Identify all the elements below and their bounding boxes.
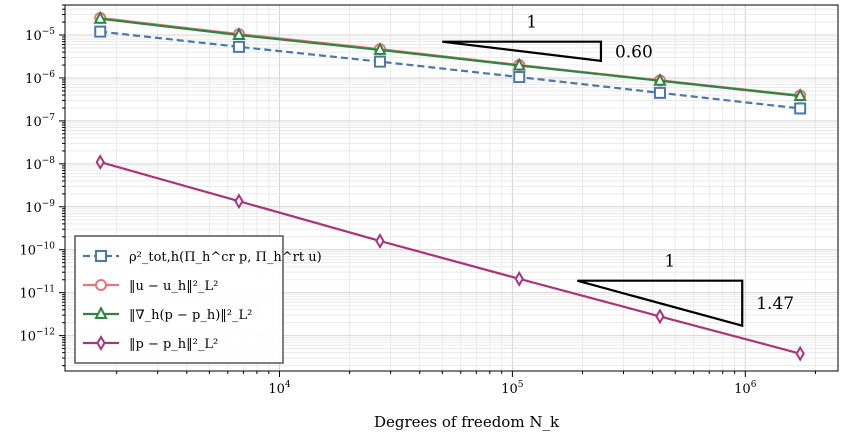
y-tick-label: 10−9 bbox=[25, 199, 55, 216]
y-tick-label: 10−12 bbox=[19, 328, 55, 345]
series-line bbox=[100, 30, 801, 110]
series-3 bbox=[93, 10, 807, 102]
square-marker bbox=[373, 55, 386, 68]
axis-ticks: 104 105 106 10−5 10−6 10−7 10−8 10−9 10−10 10−11 1… bbox=[19, 4, 816, 397]
run-label: 1 bbox=[664, 252, 675, 272]
legend-label: ‖∇_h(p − p_h)‖²_L² bbox=[129, 308, 252, 323]
slope-triangle-2: 11.47 bbox=[577, 252, 794, 328]
diamond-marker bbox=[514, 270, 524, 287]
legend-label: ρ²_tot,h(Π_h^cr p, Π_h^rt u) bbox=[129, 250, 322, 265]
triangle-outline bbox=[577, 279, 744, 328]
series-1 bbox=[94, 25, 807, 115]
diamond-marker bbox=[375, 232, 385, 249]
square-marker bbox=[653, 86, 666, 99]
plot-frame bbox=[64, 4, 839, 372]
square-marker bbox=[95, 250, 107, 262]
triangle-marker bbox=[512, 57, 526, 71]
diamond-marker bbox=[96, 335, 106, 351]
diamond-marker bbox=[795, 345, 805, 362]
y-tick-label: 10−6 bbox=[25, 70, 55, 87]
slope-triangle-1: 10.60 bbox=[442, 13, 653, 63]
y-tick-label: 10−10 bbox=[19, 242, 55, 259]
slope-label: 0.60 bbox=[615, 42, 653, 62]
legend-entry-2: ‖u − u_h‖²_L² bbox=[83, 279, 218, 294]
legend-box bbox=[74, 235, 284, 364]
square-marker bbox=[232, 40, 245, 53]
legend-label: ‖p − p_h‖²_L² bbox=[129, 337, 218, 352]
triangle-marker bbox=[793, 88, 807, 102]
y-tick-label: 10−8 bbox=[25, 156, 55, 173]
legend-entry-4: ‖p − p_h‖²_L² bbox=[83, 335, 218, 352]
diamond-marker bbox=[234, 193, 244, 210]
x-tick-label: 104 bbox=[268, 380, 291, 397]
triangle-marker bbox=[373, 41, 387, 55]
square-marker bbox=[94, 25, 107, 38]
series-line bbox=[99, 161, 801, 355]
triangle-outline bbox=[442, 40, 603, 63]
circle-marker bbox=[95, 279, 107, 291]
x-tick-label: 105 bbox=[501, 380, 524, 397]
legend-label: ‖u − u_h‖²_L² bbox=[129, 279, 218, 294]
triangle-marker bbox=[653, 72, 667, 86]
diamond-marker bbox=[655, 308, 665, 325]
diamond-marker bbox=[95, 154, 105, 171]
run-label: 1 bbox=[526, 13, 537, 33]
triangle-marker bbox=[94, 306, 108, 319]
y-tick-label: 10−7 bbox=[25, 113, 55, 130]
x-axis-title: Degrees of freedom N_k bbox=[374, 413, 560, 431]
series bbox=[93, 10, 807, 362]
x-tick-label: 106 bbox=[734, 380, 757, 397]
triangle-marker bbox=[93, 10, 107, 24]
legend-entry-1: ρ²_tot,h(Π_h^cr p, Π_h^rt u) bbox=[83, 250, 322, 265]
legend-entry-3: ‖∇_h(p − p_h)‖²_L² bbox=[83, 306, 252, 323]
square-marker bbox=[794, 102, 807, 115]
square-marker bbox=[513, 71, 526, 84]
series-line bbox=[100, 17, 801, 98]
y-tick-label: 10−11 bbox=[19, 285, 55, 302]
slope-label: 1.47 bbox=[756, 294, 794, 314]
y-tick-label: 10−5 bbox=[25, 27, 55, 44]
legend: ρ²_tot,h(Π_h^cr p, Π_h^rt u) ‖u − u_h‖²_L… bbox=[74, 235, 322, 364]
triangle-marker bbox=[232, 27, 246, 41]
series-4 bbox=[95, 154, 805, 362]
